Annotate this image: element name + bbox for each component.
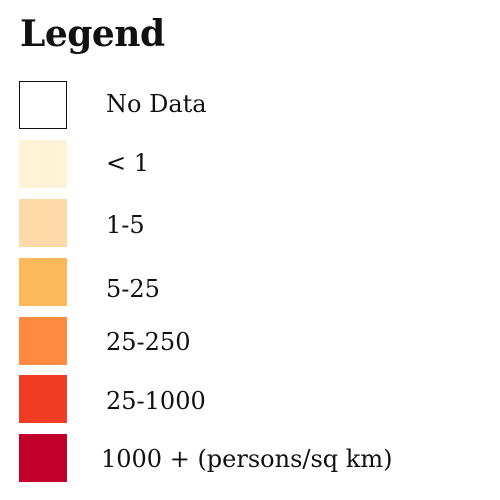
label-25-250: 25-250 [106, 328, 191, 356]
swatch-1000-plus [19, 434, 67, 482]
label-less-than-1: < 1 [106, 149, 150, 177]
swatch-1-5 [19, 199, 67, 247]
label-25-1000: 25-1000 [106, 387, 206, 415]
label-1-5: 1-5 [106, 211, 145, 239]
swatch-25-250 [19, 317, 67, 365]
label-1000-plus: 1000 + (persons/sq km) [101, 445, 393, 473]
label-no-data: No Data [106, 90, 207, 118]
label-5-25: 5-25 [106, 275, 160, 303]
swatch-5-25 [19, 258, 67, 306]
legend-title: Legend [20, 13, 165, 55]
swatch-25-1000 [19, 375, 67, 423]
swatch-no-data [19, 81, 67, 129]
swatch-less-than-1 [19, 140, 67, 188]
